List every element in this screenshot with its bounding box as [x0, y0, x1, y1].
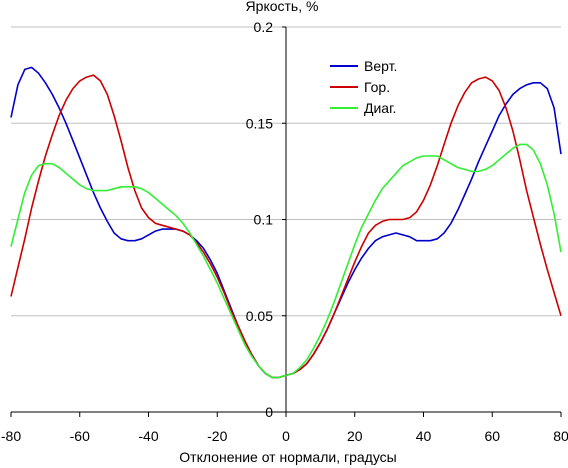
x-tick-label-0: -80: [1, 428, 21, 444]
legend-label-0: Верт.: [364, 58, 397, 74]
y-tick-label-2: 0.1: [254, 212, 274, 228]
legend: Верт. Гор. Диаг.: [330, 58, 397, 116]
x-tick-label-4: 0: [282, 428, 290, 444]
x-tick-label-1: -60: [70, 428, 90, 444]
y-tick-label-4: 0.2: [254, 19, 274, 35]
y-axis-title: Яркость, %: [246, 0, 319, 14]
x-axis-title: Отклонение от нормали, градусы: [179, 449, 396, 465]
axes: [10, 26, 562, 417]
x-tick-labels: -80 -60 -40 -20 0 20 40 60 80: [1, 428, 568, 444]
x-tick-label-7: 60: [484, 428, 500, 444]
x-tick-label-3: -20: [207, 428, 227, 444]
x-tick-label-8: 80: [553, 428, 568, 444]
y-tick-label-1: 0.05: [246, 308, 273, 324]
y-tick-label-0: 0: [265, 404, 273, 420]
y-tick-label-3: 0.15: [246, 115, 273, 131]
legend-label-2: Диаг.: [364, 100, 396, 116]
x-tick-label-2: -40: [138, 428, 158, 444]
series-lines: [10, 66, 562, 379]
y-tick-labels: 0 0.05 0.1 0.15 0.2: [246, 19, 273, 420]
series-line-2: [10, 143, 562, 379]
legend-label-1: Гор.: [364, 79, 390, 95]
x-tick-label-5: 20: [347, 428, 363, 444]
x-tick-label-6: 40: [416, 428, 432, 444]
